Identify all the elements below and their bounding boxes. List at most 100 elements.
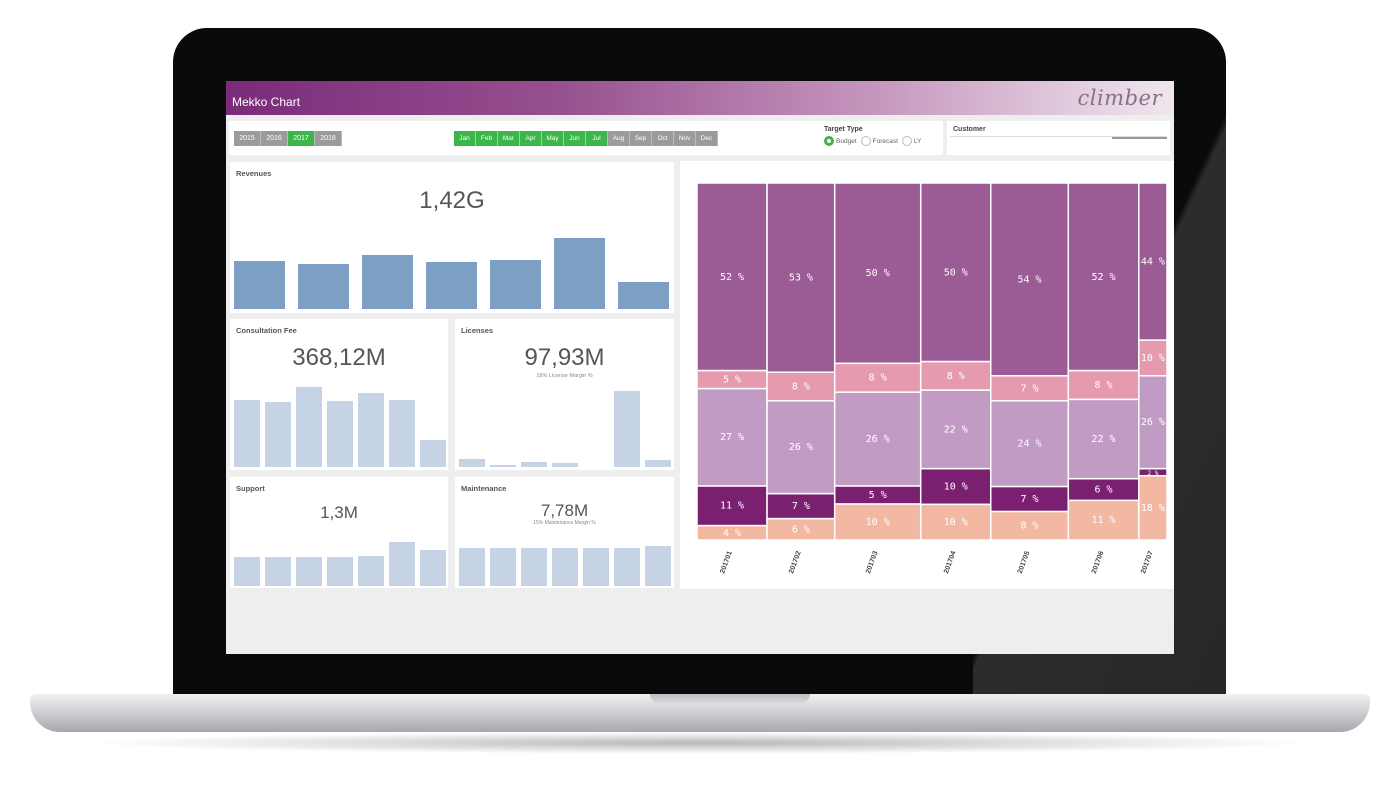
support-bar[interactable] [265,557,291,586]
mekko-segment[interactable] [766,492,836,520]
radio-forecast[interactable]: Forecast [860,136,898,146]
year-button-2015[interactable]: 2015 [234,131,261,146]
consultation-bar[interactable] [420,439,446,467]
month-button-apr[interactable]: Apr [520,131,542,146]
mekko-segment[interactable] [1138,182,1168,341]
revenues-bar[interactable] [234,260,285,309]
licenses-bar[interactable] [490,464,516,467]
mekko-segment[interactable] [990,182,1070,377]
month-button-nov[interactable]: Nov [674,131,696,146]
laptop-shadow [80,732,1320,754]
consultation-bar[interactable] [296,386,322,467]
month-button-aug[interactable]: Aug [608,131,630,146]
month-button-dec[interactable]: Dec [696,131,718,146]
mekko-segment[interactable] [919,360,992,391]
licenses-bar[interactable] [645,460,671,467]
revenues-bar[interactable] [426,262,477,309]
customer-filter[interactable]: Customer [947,121,1170,155]
support-bar[interactable] [420,550,446,586]
support-panel: Support 1,3M [230,477,448,588]
licenses-bar[interactable] [459,458,485,467]
mekko-segment[interactable] [1067,398,1140,480]
month-button-oct[interactable]: Oct [652,131,674,146]
maintenance-bar[interactable] [645,545,671,586]
revenues-bar[interactable] [490,259,541,309]
mekko-segment[interactable] [919,467,992,506]
mekko-segment[interactable] [919,182,992,363]
revenues-bar[interactable] [362,254,413,309]
climber-logo: climber [1077,86,1162,110]
month-button-jun[interactable]: Jun [564,131,586,146]
mekko-segment[interactable] [1067,182,1140,372]
support-bar[interactable] [389,542,415,586]
consultation-bar[interactable] [389,399,415,467]
mekko-segment[interactable] [1138,339,1168,377]
mekko-segment[interactable] [1067,369,1140,401]
customer-divider [950,136,1167,137]
mekko-data-label: 50 % [944,267,968,278]
mekko-data-label: 54 % [1017,274,1041,285]
mekko-segment[interactable] [990,510,1070,541]
radio-label: LY [913,137,922,145]
support-bar[interactable] [327,557,353,586]
month-button-mar[interactable]: Mar [498,131,520,146]
maintenance-bar[interactable] [552,547,578,586]
mekko-x-tick-label: 201702 [788,550,803,574]
maintenance-bar[interactable] [490,547,516,586]
maintenance-bar[interactable] [583,547,609,586]
target-type-title: Target Type [824,126,863,133]
radio-dot-icon[interactable] [901,136,912,146]
mekko-data-label: 8 % [869,373,887,384]
month-button-jul[interactable]: Jul [586,131,608,146]
revenues-bar[interactable] [618,281,669,309]
mekko-segment[interactable] [833,182,922,365]
maintenance-bar[interactable] [614,547,640,586]
mekko-chart: 4 % 11 % 27 % 5 % 52 % 201701 6 % 7 % 26 % 8 % 53 … [680,161,1174,589]
maintenance-bar[interactable] [521,547,547,586]
customer-scrollbar[interactable] [1112,137,1167,139]
mekko-data-label: 52 % [720,272,744,283]
radio-ly[interactable]: LY [901,136,922,146]
app-header: Mekko Chart climber [226,81,1174,115]
month-button-sep[interactable]: Sep [630,131,652,146]
support-bar[interactable] [296,557,322,586]
consultation-bar[interactable] [358,393,384,467]
mekko-data-label: 7 % [1020,383,1038,394]
mekko-segment[interactable] [1138,474,1168,541]
mekko-data-label: 10 % [944,517,968,528]
support-bar[interactable] [358,555,384,586]
mekko-segment[interactable] [919,503,992,541]
month-button-feb[interactable]: Feb [476,131,498,146]
revenues-bar[interactable] [298,263,349,309]
support-bar[interactable] [234,557,260,586]
licenses-bar[interactable] [614,390,640,467]
radio-dot-icon[interactable] [860,136,871,146]
mekko-segment[interactable] [833,391,922,487]
licenses-bar[interactable] [552,462,578,467]
consultation-bar[interactable] [234,399,260,467]
radio-dot-icon[interactable] [824,136,834,146]
mekko-data-label: 6 % [1095,485,1113,496]
year-button-2016[interactable]: 2016 [261,131,288,146]
radio-budget[interactable]: Budget [824,136,857,146]
mekko-segment[interactable] [919,389,992,470]
consultation-bar[interactable] [265,402,291,467]
month-filter: Jan Feb Mar Apr May Jun Jul Aug Sep Oct Nov Dec [454,131,718,146]
year-button-2018[interactable]: 2018 [315,131,342,146]
maintenance-value: 7,78M [540,501,589,520]
month-button-jan[interactable]: Jan [454,131,476,146]
mekko-data-label: 7 % [792,501,810,512]
mekko-x-tick-label: 201704 [943,550,958,574]
mekko-segment[interactable] [990,400,1070,488]
month-button-may[interactable]: May [542,131,564,146]
licenses-title: Licenses [461,326,494,335]
maintenance-bar[interactable] [459,547,485,586]
licenses-bar[interactable] [521,462,547,467]
revenues-bar[interactable] [554,237,605,309]
support-title: Support [236,484,265,493]
mekko-segment[interactable] [1138,375,1168,470]
year-button-2017[interactable]: 2017 [288,131,315,146]
mekko-segment[interactable] [1067,499,1140,541]
mekko-data-label: 8 % [1020,521,1038,532]
consultation-bar[interactable] [327,400,353,467]
